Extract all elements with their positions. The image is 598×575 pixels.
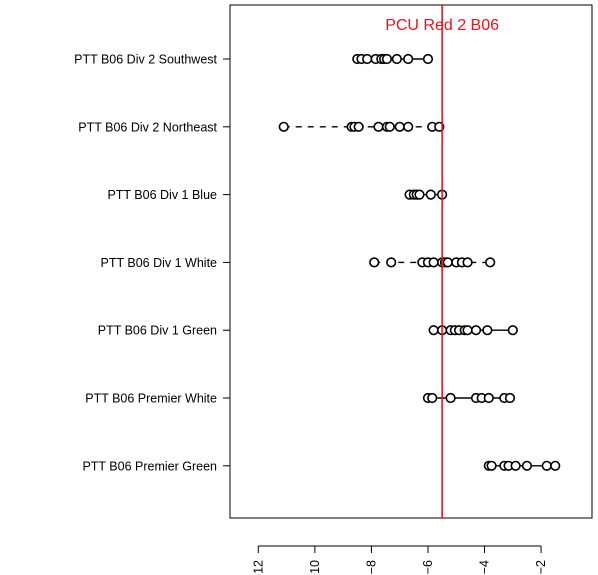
- reference-layer: PCU Red 2 B06: [385, 5, 499, 518]
- data-point: [462, 257, 473, 268]
- data-point: [507, 325, 518, 336]
- data-point: [470, 325, 482, 336]
- data-point: [483, 392, 494, 404]
- data-point: [442, 257, 453, 268]
- data-point: [510, 460, 521, 471]
- x-tick-label: −6: [421, 560, 435, 574]
- data-point: [403, 53, 414, 65]
- y-category-label: PTT B06 Div 1 White: [101, 256, 218, 270]
- series-group: [278, 121, 445, 132]
- data-point: [445, 392, 456, 404]
- y-category-label: PTT B06 Div 2 Northeast: [78, 120, 217, 134]
- series-group: [369, 257, 496, 268]
- y-category-label: PTT B06 Premier Green: [82, 459, 217, 473]
- x-tick-label: −10: [308, 560, 322, 575]
- x-tick-label: −4: [478, 560, 492, 574]
- data-point: [373, 121, 384, 132]
- data-point: [369, 257, 380, 268]
- series-group: [422, 392, 516, 404]
- data-point: [425, 189, 436, 200]
- x-tick-label: −12: [251, 560, 265, 575]
- data-point: [422, 53, 434, 65]
- x-tick-label: −8: [364, 560, 378, 574]
- data-point: [381, 53, 393, 65]
- data-point: [414, 189, 425, 200]
- data-point: [485, 257, 496, 268]
- data-point: [384, 121, 395, 132]
- series-group: [483, 460, 561, 471]
- series-layer: [278, 53, 561, 471]
- series-group: [352, 53, 434, 65]
- data-point: [353, 121, 364, 132]
- reference-line-label: PCU Red 2 B06: [385, 17, 499, 34]
- series-group: [404, 189, 448, 200]
- data-point: [386, 257, 397, 268]
- y-category-label: PTT B06 Premier White: [85, 392, 217, 406]
- data-point: [521, 460, 533, 471]
- data-point: [391, 53, 402, 65]
- y-category-label: PTT B06 Div 2 Southwest: [74, 53, 217, 67]
- plot-frame: [229, 4, 593, 519]
- data-point: [504, 392, 516, 404]
- data-point: [278, 121, 289, 132]
- y-axis: PTT B06 Div 2 Southwest PTT B06 Div 2 Nor…: [74, 53, 230, 473]
- x-axis: −12 −10 −8 −6 −4 −2: [251, 545, 548, 575]
- data-point: [462, 325, 473, 336]
- data-point: [427, 392, 438, 404]
- data-point: [362, 53, 373, 65]
- data-point: [486, 460, 497, 471]
- data-point: [403, 121, 414, 132]
- data-point: [550, 460, 561, 471]
- data-point: [394, 121, 405, 132]
- data-point: [482, 325, 493, 336]
- y-category-label: PTT B06 Div 1 Green: [98, 324, 217, 338]
- y-category-label: PTT B06 Div 1 Blue: [107, 188, 217, 202]
- data-point: [428, 325, 439, 336]
- data-point: [541, 460, 552, 471]
- data-point: [428, 257, 439, 268]
- x-tick-label: −2: [534, 560, 548, 574]
